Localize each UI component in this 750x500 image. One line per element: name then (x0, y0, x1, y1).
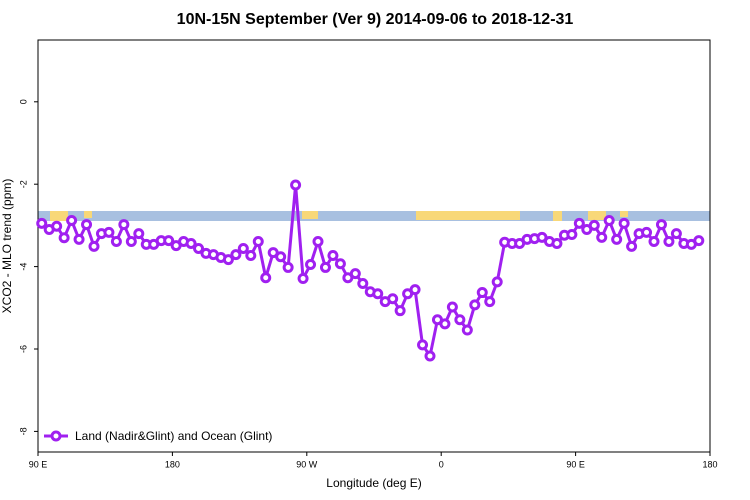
data-point (693, 235, 705, 247)
data-point (454, 314, 466, 326)
data-point (566, 228, 578, 240)
x-tick-label: 90 W (296, 459, 318, 469)
data-point (110, 235, 122, 247)
data-point (118, 219, 130, 231)
data-point (618, 217, 630, 229)
y-axis-label: XCO2 - MLO trend (ppm) (0, 179, 14, 314)
x-tick-label: 0 (439, 459, 444, 469)
data-point (305, 259, 317, 271)
y-tick-label: -4 (18, 263, 28, 271)
x-tick-label: 90 E (29, 459, 48, 469)
data-point (670, 228, 682, 240)
data-point (245, 249, 257, 261)
data-point (446, 301, 458, 313)
data-point (237, 242, 249, 254)
data-point (551, 238, 563, 250)
data-point (73, 233, 85, 245)
y-tick-label: -2 (18, 180, 28, 188)
y-tick-label: -8 (18, 427, 28, 435)
data-point (349, 268, 361, 280)
data-point (491, 276, 503, 288)
y-tick-label: -6 (18, 345, 28, 353)
data-point (484, 296, 496, 308)
data-point (424, 350, 436, 362)
data-point (461, 324, 473, 336)
data-point (319, 261, 331, 273)
legend-label: Land (Nadir&Glint) and Ocean (Glint) (75, 429, 272, 443)
data-point (252, 235, 264, 247)
data-point (125, 235, 137, 247)
data-point (357, 277, 369, 289)
data-point (260, 272, 272, 284)
data-point (88, 240, 100, 252)
data-point (648, 235, 660, 247)
data-point (193, 242, 205, 254)
data-point (655, 219, 667, 231)
x-axis-label: Longitude (deg E) (326, 476, 421, 490)
data-point (439, 318, 451, 330)
data-point (641, 226, 653, 238)
data-point (476, 287, 488, 299)
data-point (66, 214, 78, 226)
data-point (327, 249, 339, 261)
data-point (663, 235, 675, 247)
data-point (275, 251, 287, 263)
data-point (81, 219, 93, 231)
chart-title: 10N-15N September (Ver 9) 2014-09-06 to … (177, 11, 574, 28)
data-point (626, 240, 638, 252)
data-point (312, 235, 324, 247)
data-point (417, 339, 429, 351)
land-ocean-strip (38, 211, 710, 221)
data-point (297, 273, 309, 285)
data-point (372, 288, 384, 300)
data-point (282, 261, 294, 273)
data-point (185, 238, 197, 250)
data-point (222, 254, 234, 266)
y-tick-label: 0 (18, 99, 28, 104)
series-line (40, 184, 700, 360)
data-point (596, 231, 608, 243)
data-point (103, 226, 115, 238)
data-point (603, 214, 615, 226)
data-point (51, 220, 63, 232)
data-point (58, 232, 70, 244)
data-point (133, 228, 145, 240)
data-point (611, 233, 623, 245)
data-point (387, 293, 399, 305)
legend: Land (Nadir&Glint) and Ocean (Glint) (44, 429, 272, 443)
x-tick-label: 180 (702, 459, 717, 469)
data-point (290, 179, 302, 191)
data-point (334, 258, 346, 270)
data-point (163, 235, 175, 247)
data-point (36, 217, 48, 229)
x-tick-label: 90 E (566, 459, 585, 469)
data-point (588, 219, 600, 231)
data-point (230, 249, 242, 261)
data-point (469, 299, 481, 311)
plot-frame (37, 39, 711, 453)
data-point (394, 305, 406, 317)
data-point (409, 284, 421, 296)
x-tick-label: 180 (165, 459, 180, 469)
data-point (573, 217, 585, 229)
